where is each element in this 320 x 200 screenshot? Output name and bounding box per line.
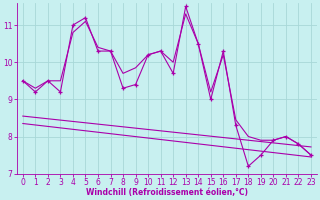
X-axis label: Windchill (Refroidissement éolien,°C): Windchill (Refroidissement éolien,°C) (86, 188, 248, 197)
